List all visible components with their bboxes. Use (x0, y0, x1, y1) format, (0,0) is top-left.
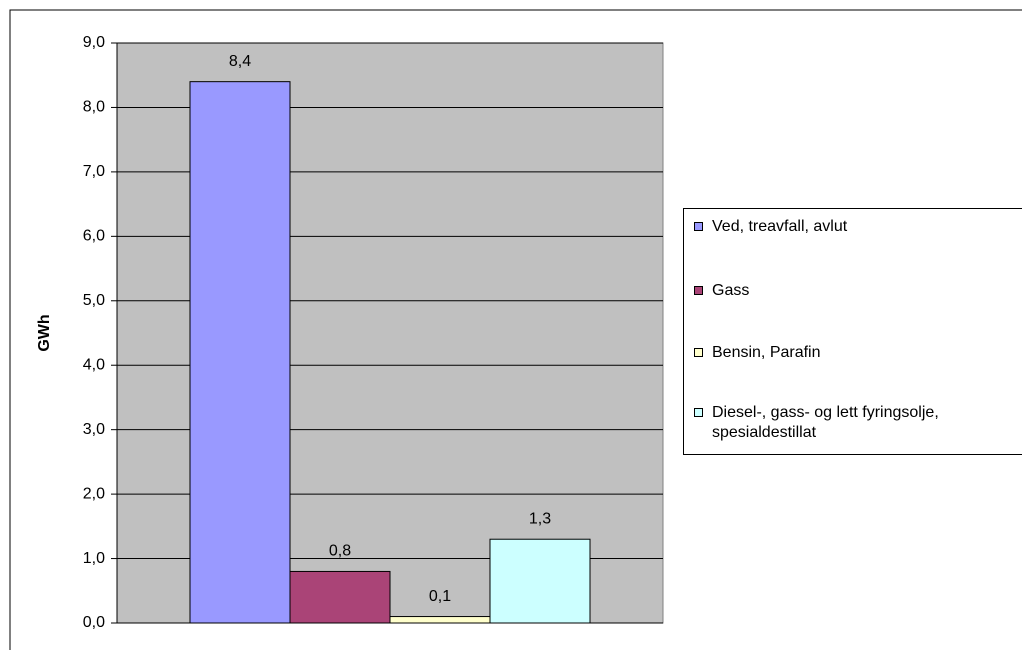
legend-swatch (694, 348, 703, 357)
value-label: 0,1 (429, 588, 451, 605)
legend-swatch (694, 222, 703, 231)
legend-item: Gass (694, 281, 1022, 301)
legend-label: Diesel-, gass- og lett fyringsolje, spes… (712, 404, 939, 441)
y-tick-label: 7,0 (83, 163, 105, 180)
legend-item: Ved, treavfall, avlut (694, 217, 1022, 237)
y-axis-title: GWh (36, 314, 53, 351)
y-tick-label: 1,0 (83, 550, 105, 567)
legend-label: Gass (712, 282, 750, 299)
value-label: 0,8 (329, 543, 351, 560)
y-tick-label: 4,0 (83, 356, 105, 373)
legend-swatch (694, 286, 703, 295)
y-tick-label: 3,0 (83, 421, 105, 438)
legend-label: Ved, treavfall, avlut (712, 218, 848, 235)
y-tick-label: 9,0 (83, 34, 105, 51)
y-tick-label: 0,0 (83, 614, 105, 631)
legend: Ved, treavfall, avlut Gass Bensin, Parafin… (683, 208, 1022, 455)
value-label: 8,4 (229, 53, 251, 70)
y-tick-label: 8,0 (83, 99, 105, 116)
legend-label: Bensin, Parafin (712, 344, 821, 361)
bar (389, 616, 491, 624)
legend-swatch (694, 408, 703, 417)
value-label: 1,3 (529, 510, 551, 527)
legend-item: Bensin, Parafin (694, 343, 1022, 363)
legend-item: Diesel-, gass- og lett fyringsolje, spes… (694, 403, 1022, 443)
y-tick-label: 5,0 (83, 292, 105, 309)
bar (189, 81, 291, 624)
bar (289, 570, 391, 624)
y-tick-label: 2,0 (83, 485, 105, 502)
bar (489, 538, 591, 624)
y-tick-label: 6,0 (83, 228, 105, 245)
